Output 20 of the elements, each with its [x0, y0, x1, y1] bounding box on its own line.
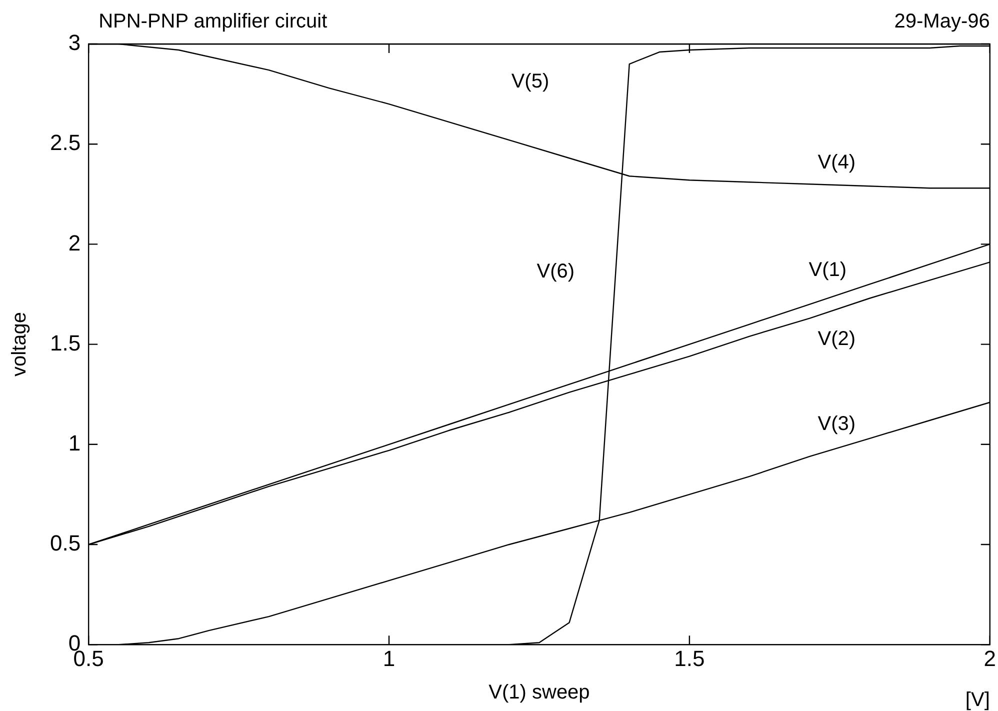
text: V(6)	[536, 260, 575, 283]
y-tick-label: 2.5	[50, 130, 81, 156]
y-tick-label: 0.5	[50, 530, 81, 556]
series-label: V(4)	[818, 152, 856, 174]
series-label: V(1)	[808, 258, 847, 281]
y-tick-label: 2	[68, 230, 81, 256]
y-tick-label: 1.5	[50, 330, 81, 356]
y-tick-label: 1	[68, 430, 81, 456]
x-tick-label: 1	[382, 646, 396, 671]
series-label: V(2)	[818, 328, 856, 350]
series-label: V(3)	[818, 412, 856, 435]
x-axis-title: V(1) sweep	[488, 682, 590, 704]
chart-title: NPN-PNP amplifier circuit	[98, 10, 328, 33]
y-tick-label: 3	[68, 30, 81, 56]
y-axis-title: voltage	[8, 312, 31, 377]
series-label: V(5)	[511, 70, 550, 93]
text: [V]	[965, 689, 990, 711]
x-tick-label: 1.5	[674, 646, 705, 671]
text: 29-May-96	[894, 10, 990, 33]
x-tick-label: 2	[984, 646, 996, 671]
